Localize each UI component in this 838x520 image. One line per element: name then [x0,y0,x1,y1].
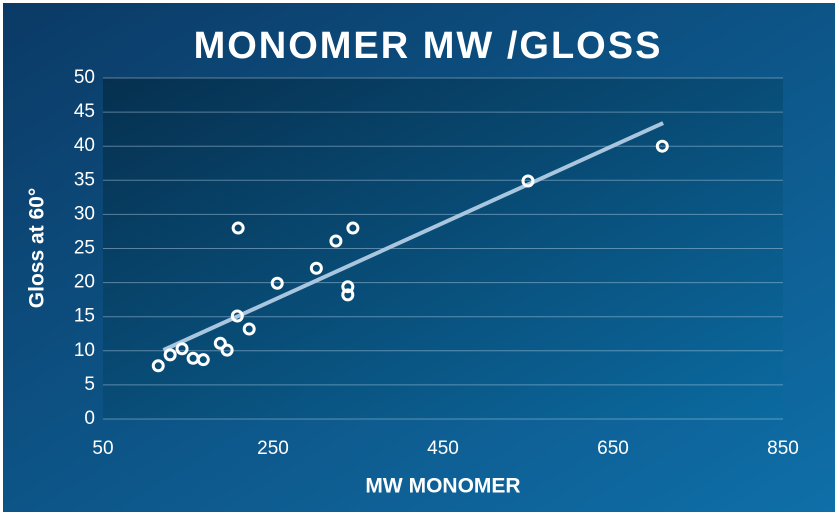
point [213,336,227,350]
y-tick-label: 30 [74,203,95,224]
point [346,221,360,235]
trendline [162,121,664,352]
x-tick-label: 50 [92,438,113,459]
y-tick-label: 0 [84,408,95,429]
point [242,322,256,336]
x-axis-label: MW MONOMER [365,475,520,498]
y-tick-label: 15 [74,306,95,327]
x-tick-label: 650 [597,438,629,459]
point [341,280,355,294]
point [163,348,177,362]
y-tick-label: 35 [74,169,95,190]
plot-area [103,78,783,419]
chart-title: MONOMER MW /GLOSS [194,25,663,67]
y-tick-label: 25 [74,238,95,259]
point [151,359,165,373]
x-tick-label: 250 [257,438,289,459]
point [341,288,355,302]
y-tick-label: 10 [74,340,95,361]
point [329,234,343,248]
point [175,342,189,356]
y-tick-label: 20 [74,272,95,293]
point [230,309,244,323]
y-tick-label: 5 [84,374,95,395]
point [309,261,323,275]
y-tick-label: 40 [74,135,95,156]
point [655,139,669,153]
point [220,343,234,357]
point [231,221,245,235]
point [521,174,535,188]
x-tick-label: 850 [767,438,799,459]
y-axis-label: Gloss at 60° [26,188,49,308]
y-tick-label: 50 [74,67,95,88]
point [196,353,210,367]
point [270,276,284,290]
x-tick-label: 450 [427,438,459,459]
y-tick-label: 45 [74,101,95,122]
